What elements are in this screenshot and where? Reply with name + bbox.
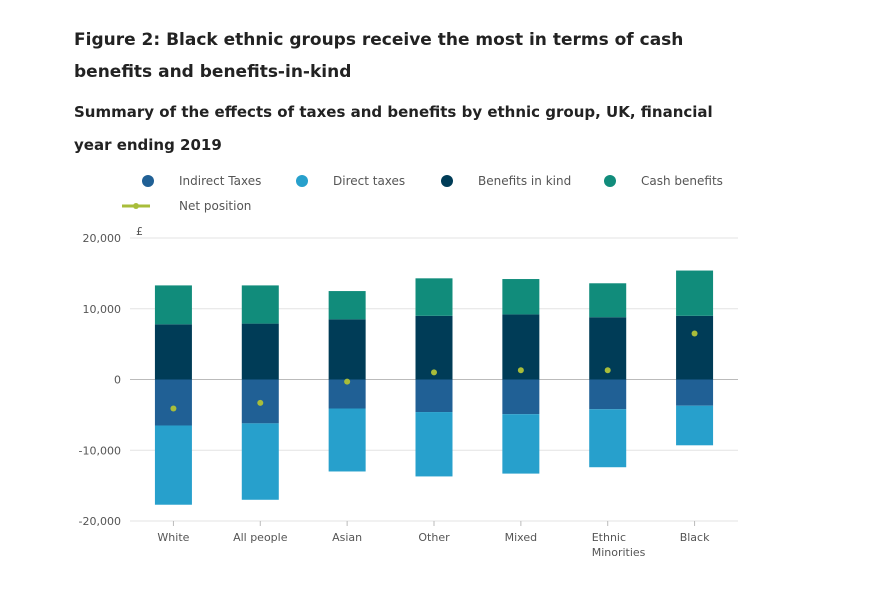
x-tick-label: Black: [680, 531, 710, 544]
legend-label: Net position: [179, 199, 251, 213]
bars: [154, 270, 714, 505]
x-tick-label: Mixed: [505, 531, 537, 544]
bar-indirect-taxes-black: [676, 379, 714, 406]
bar-cash-benefits-mixed: [502, 279, 540, 315]
chart-subtitle: Summary of the effects of taxes and bene…: [74, 103, 713, 154]
bar-benefits-in-kind-all-people: [241, 323, 279, 380]
x-tick-label: Asian: [332, 531, 362, 544]
y-tick-label: -20,000: [79, 515, 121, 528]
bar-direct-taxes-ethnic-minorities: [589, 409, 627, 468]
legend-swatch: [296, 175, 308, 187]
bar-indirect-taxes-other: [415, 379, 453, 413]
bar-indirect-taxes-mixed: [502, 379, 540, 415]
bar-cash-benefits-other: [415, 278, 453, 316]
legend-label: Indirect Taxes: [179, 174, 261, 188]
bar-direct-taxes-all-people: [241, 423, 279, 500]
legend-item-indirect-taxes: Indirect Taxes: [142, 174, 261, 188]
legend-item-direct-taxes: Direct taxes: [296, 174, 405, 188]
y-tick-label: 0: [114, 374, 121, 387]
legend-item-benefits-in-kind: Benefits in kind: [441, 174, 571, 188]
bar-indirect-taxes-white: [154, 379, 192, 426]
net-position-point-black: [691, 330, 698, 337]
net-position-point-all-people: [257, 399, 264, 406]
bar-direct-taxes-asian: [328, 408, 366, 472]
x-tick-label: White: [157, 531, 189, 544]
legend-label: Direct taxes: [333, 174, 405, 188]
bar-direct-taxes-white: [154, 425, 192, 505]
bar-benefits-in-kind-asian: [328, 319, 366, 380]
net-position-point-other: [431, 369, 437, 376]
net-position-point-mixed: [517, 367, 524, 374]
y-tick-label: 20,000: [83, 232, 122, 245]
chart-title: Figure 2: Black ethnic groups receive th…: [74, 30, 684, 82]
net-position-point-ethnic-minorities: [604, 367, 611, 374]
net-position-points: [170, 330, 698, 412]
bar-benefits-in-kind-other: [415, 315, 453, 380]
bar-cash-benefits-asian: [328, 291, 366, 320]
x-tick-label: All people: [233, 531, 288, 544]
stacked-bar-chart: Indirect Taxes Direct taxes Benefits in ki…: [79, 174, 738, 559]
bar-benefits-in-kind-white: [154, 324, 192, 380]
bar-direct-taxes-black: [676, 405, 714, 446]
legend-swatch: [604, 175, 616, 187]
bar-cash-benefits-ethnic-minorities: [589, 283, 627, 318]
bar-direct-taxes-other: [415, 412, 453, 477]
legend-label: Benefits in kind: [478, 174, 571, 188]
legend-swatch: [142, 175, 154, 187]
legend-swatch: [441, 175, 453, 187]
x-tick-label: Other: [418, 531, 450, 544]
net-position-point-asian: [344, 378, 351, 385]
bar-cash-benefits-black: [676, 270, 714, 316]
legend-line-marker: [133, 203, 139, 209]
y-axis: 20,000 10,000 0 -10,000 -20,000 £: [79, 225, 143, 528]
x-axis: White All people Asian Other Mixed Ethnic Mino…: [157, 521, 710, 559]
bar-direct-taxes-mixed: [502, 414, 540, 474]
bar-cash-benefits-white: [154, 285, 192, 325]
legend-item-net-position: Net position: [122, 199, 251, 213]
bar-cash-benefits-all-people: [241, 285, 279, 324]
y-tick-label: 10,000: [83, 303, 122, 316]
bar-benefits-in-kind-black: [676, 315, 714, 380]
x-tick-label: Ethnic Minorities: [592, 531, 646, 559]
net-position-point-white: [170, 405, 177, 412]
y-axis-label: £: [136, 225, 143, 238]
chart-legend: Indirect Taxes Direct taxes Benefits in ki…: [122, 174, 723, 213]
y-tick-label: -10,000: [79, 444, 121, 457]
bar-indirect-taxes-ethnic-minorities: [589, 379, 627, 410]
legend-label: Cash benefits: [641, 174, 723, 188]
legend-item-cash-benefits: Cash benefits: [604, 174, 723, 188]
